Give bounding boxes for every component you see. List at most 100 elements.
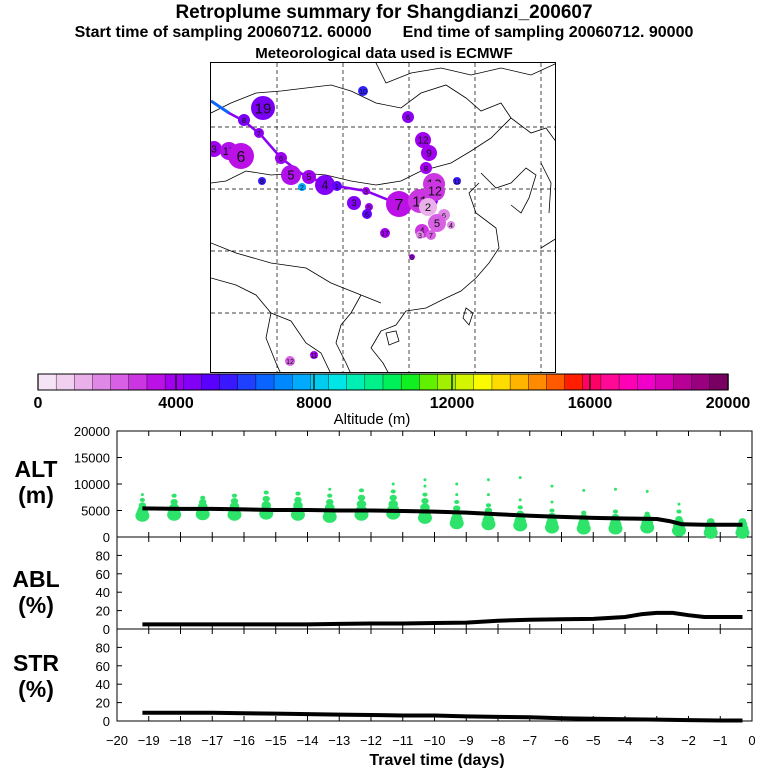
trajectory-cluster: 5 <box>302 170 316 184</box>
y-tick-label: 5000 <box>81 504 110 519</box>
trajectory-cluster: 8 <box>258 177 266 186</box>
trajectory-cluster: 2 <box>298 183 306 192</box>
trajectory-cluster: 4 <box>315 175 335 195</box>
trajectory-cluster: 7 <box>426 230 436 240</box>
alt-particle <box>676 509 682 514</box>
alt-particle <box>738 518 747 525</box>
trajectory-clusters: 1987317665548213356106129815111097111226… <box>211 86 461 366</box>
cluster-label: 8 <box>242 116 246 125</box>
cluster-label: 2 <box>300 185 304 192</box>
panel-frames <box>116 430 753 722</box>
cluster-label: 7 <box>429 233 433 240</box>
cluster-label: 7 <box>257 131 261 138</box>
alt-particle <box>230 497 239 504</box>
trajectory-cluster: 10 <box>358 86 368 96</box>
str-label-line2: (%) <box>18 676 54 702</box>
alt-particle <box>231 493 238 498</box>
cluster-dot <box>415 132 431 148</box>
coastlines-borders <box>211 63 555 372</box>
cluster-dot <box>310 351 318 359</box>
chart-title: Retroplume summary for Shangdianzi_20060… <box>175 2 593 23</box>
x-tick-label: −7 <box>522 733 537 748</box>
cluster-label: 4 <box>420 226 425 236</box>
alt-label-line1: ALT <box>14 456 58 482</box>
cluster-dot <box>228 143 254 169</box>
y-tick-label: 80 <box>96 640 110 655</box>
trajectory-cluster: 6 <box>228 143 254 169</box>
cluster-dot <box>281 165 301 185</box>
alt-particle <box>263 490 269 495</box>
trajectory-cluster: 7 <box>254 128 264 138</box>
colorbar-label: Altitude (m) <box>334 411 411 428</box>
trajectory-cluster: 19 <box>251 96 275 120</box>
cluster-label: 12 <box>286 359 294 366</box>
cluster-dot <box>258 177 266 185</box>
mean-lines <box>142 506 743 723</box>
colorbar-tick-label: 8000 <box>296 395 332 412</box>
alt-particle <box>390 489 396 494</box>
cluster-dot <box>347 196 361 210</box>
y-tick-label: 20 <box>96 604 110 619</box>
alt-particle <box>293 501 303 510</box>
alt-particle <box>388 500 399 509</box>
cluster-dot <box>428 214 446 232</box>
mean-line <box>142 506 743 527</box>
x-tick-label: −13 <box>328 733 350 748</box>
cluster-label: 8 <box>410 255 414 262</box>
trajectory-cluster: 8 <box>420 162 432 174</box>
x-tick-label: −2 <box>681 733 696 748</box>
altitude-colorbar: 0 4000 8000 12000 16000 20000 Altitude (m) <box>34 373 750 428</box>
cluster-dot <box>453 177 461 185</box>
cluster-dot <box>275 152 287 164</box>
cluster-dot <box>416 231 424 239</box>
mean-trajectory-path-start <box>211 99 230 115</box>
alt-particle <box>261 501 272 510</box>
alt-particle <box>486 478 490 482</box>
y-tick-label: 60 <box>96 659 110 674</box>
map-svg: 1987317665548213356106129815111097111226… <box>211 63 555 372</box>
x-tick-label: −20 <box>106 733 128 748</box>
cluster-label: 12 <box>428 185 442 199</box>
cluster-label: 5 <box>434 218 440 230</box>
alt-particle <box>423 484 427 488</box>
cluster-dot <box>447 221 455 229</box>
x-tick-label: −10 <box>423 733 445 748</box>
panel-frame <box>116 628 753 722</box>
alt-particle <box>357 494 366 501</box>
trajectory-cluster: 12 <box>415 132 431 148</box>
cluster-label: 12 <box>417 136 429 147</box>
abl-label-line2: (%) <box>18 592 54 618</box>
trajectory-cluster: 2 <box>419 198 437 216</box>
trajectory-cluster: 7 <box>386 191 412 217</box>
x-tick-label: −5 <box>586 733 601 748</box>
alt-particle <box>485 503 492 508</box>
y-tick-label: 10000 <box>74 477 110 492</box>
alt-particle <box>294 496 302 503</box>
alt-particle <box>420 503 430 512</box>
cluster-label: 17 <box>381 231 389 238</box>
cluster-label: 3 <box>211 145 217 156</box>
alt-particle <box>171 493 177 498</box>
cluster-label: 9 <box>426 149 432 160</box>
y-tick-label: 40 <box>96 585 110 600</box>
end-time-label: End time of sampling 20060712. 90000 <box>402 24 694 41</box>
colorbar-tick-label: 0 <box>34 395 43 412</box>
x-tick-label: −6 <box>554 733 569 748</box>
cluster-label: 6 <box>237 149 246 166</box>
cluster-dot <box>409 254 415 260</box>
alt-particle <box>644 511 650 516</box>
x-tick-label: −8 <box>491 733 506 748</box>
cluster-dot <box>211 141 222 157</box>
x-tick-label: −19 <box>138 733 160 748</box>
x-tick-labels: −20 −19 −18 −17 −16 −15 −14 −13 −12 −11 −10 −9 −8 −7−… <box>106 733 756 748</box>
y-tick-label: 15000 <box>74 451 110 466</box>
trajectory-cluster: 3 <box>347 196 361 210</box>
met-data-label: Meteorological data used is ECMWF <box>255 45 513 62</box>
trajectory-cluster: 4 <box>447 221 455 230</box>
cluster-dot <box>362 209 372 219</box>
panel-frame <box>116 430 753 538</box>
trajectory-cluster: 12 <box>285 356 295 366</box>
trajectory-cluster: 6 <box>402 111 414 123</box>
colorbar-tick-label: 12000 <box>430 395 475 412</box>
